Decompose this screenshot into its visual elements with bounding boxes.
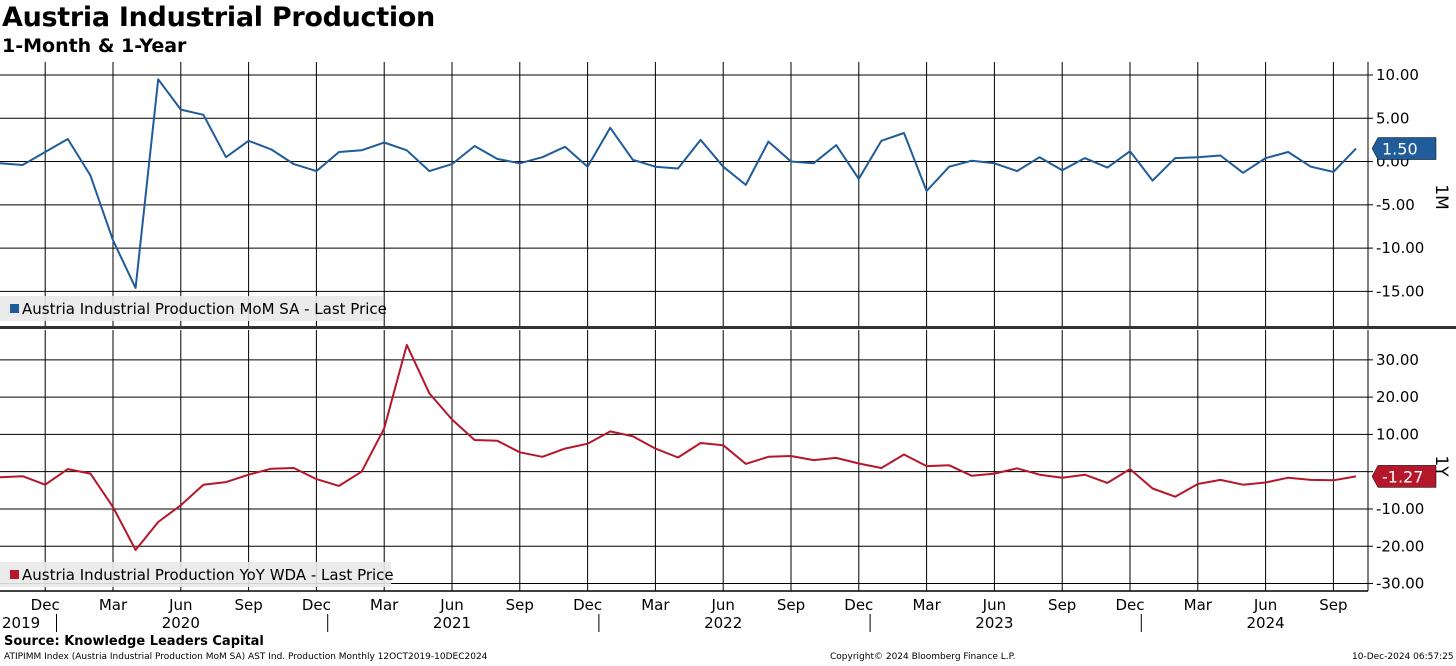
timestamp: 10-Dec-2024 06:57:25 (1352, 652, 1454, 662)
x-year-label: 2019 (2, 614, 40, 632)
x-tick-label: Dec (302, 596, 331, 614)
y-tick-label: -15.00 (1376, 282, 1424, 300)
axis-layer: 10.005.000.00-5.00-10.00-15.001.501M30.0… (0, 62, 1456, 632)
panel-separator (0, 326, 1456, 329)
x-year-label: 2023 (975, 614, 1013, 632)
y-tick-label: 10.00 (1376, 66, 1419, 84)
x-tick-label: Dec (844, 596, 873, 614)
x-tick-label: Sep (506, 596, 534, 614)
x-tick-label: Sep (234, 596, 262, 614)
legend-swatch (10, 304, 19, 313)
x-tick-label: Mar (99, 596, 128, 614)
y-tick-label: 10.00 (1376, 425, 1419, 443)
legend-box (0, 296, 383, 321)
legend-swatch (10, 570, 19, 579)
x-tick-label: Jun (1253, 596, 1277, 614)
x-tick-label: Dec (573, 596, 602, 614)
y-tick-label: -20.00 (1376, 537, 1424, 555)
panel-label: 1Y (1431, 455, 1451, 477)
x-tick-label: Sep (1048, 596, 1076, 614)
panel-label: 1M (1431, 184, 1451, 209)
y-tick-label: 30.00 (1376, 351, 1419, 369)
index-meta: ATIPIMM Index (Austria Industrial Produc… (4, 652, 488, 662)
y-tick-label: -30.00 (1376, 575, 1424, 593)
x-tick-label: Jun (439, 596, 463, 614)
last-value-tag (1371, 465, 1437, 488)
y-tick-label: -10.00 (1376, 500, 1424, 518)
x-year-label: 2024 (1247, 614, 1285, 632)
x-year-label: 2022 (704, 614, 742, 632)
copyright-note: Copyright© 2024 Bloomberg Finance L.P. (830, 652, 1016, 662)
chart-subtitle: 1-Month & 1-Year (2, 35, 187, 57)
y-tick-label: -5.00 (1376, 196, 1415, 214)
last-value-tag (1371, 137, 1437, 160)
legend-box (0, 562, 391, 587)
series-layer (0, 78, 1357, 551)
x-tick-label: Dec (1115, 596, 1144, 614)
y-tick-label: 5.00 (1376, 109, 1409, 127)
series-line-1m (0, 78, 1357, 289)
x-year-label: 2020 (162, 614, 200, 632)
legend-label: Austria Industrial Production YoY WDA - … (22, 566, 394, 584)
x-tick-label: Mar (1184, 596, 1213, 614)
x-tick-label: Mar (370, 596, 399, 614)
x-tick-label: Mar (912, 596, 941, 614)
x-tick-label: Sep (777, 596, 805, 614)
source-note: Source: Knowledge Leaders Capital (4, 634, 264, 649)
series-line-1y (0, 343, 1357, 551)
legend-label: Austria Industrial Production MoM SA - L… (22, 300, 387, 318)
x-tick-label: Jun (710, 596, 734, 614)
last-value-label: -1.27 (1382, 467, 1423, 486)
last-value-label: 1.50 (1382, 140, 1418, 159)
x-year-label: 2021 (433, 614, 471, 632)
grid-layer (0, 62, 1368, 591)
chart-title: Austria Industrial Production (2, 2, 435, 33)
y-tick-label: 20.00 (1376, 388, 1419, 406)
y-tick-label: -10.00 (1376, 239, 1424, 257)
x-tick-label: Sep (1319, 596, 1347, 614)
legend-layer: Austria Industrial Production MoM SA - L… (0, 296, 394, 587)
x-tick-label: Dec (31, 596, 60, 614)
x-tick-label: Jun (982, 596, 1006, 614)
x-tick-label: Jun (168, 596, 192, 614)
x-tick-label: Mar (641, 596, 670, 614)
